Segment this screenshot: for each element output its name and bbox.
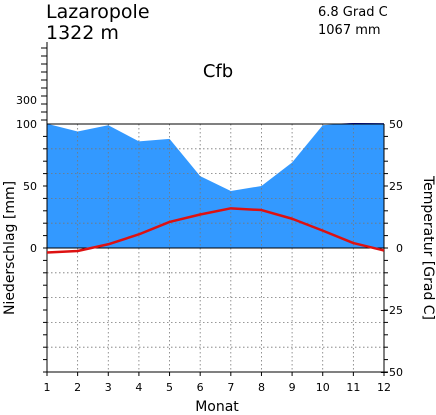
- right-axis-label: Temperatur [Grad C]: [420, 175, 436, 320]
- annual-precipitation: 1067 mm: [318, 23, 381, 38]
- left-tick-label: 100: [16, 118, 37, 131]
- left-tick-label: 50: [23, 180, 37, 193]
- station-name: Lazaropole: [46, 1, 150, 23]
- right-tick-label: 50: [389, 118, 403, 131]
- x-tick-label: 9: [289, 381, 296, 394]
- precipitation-area: [47, 123, 384, 248]
- right-tick-label: −50: [380, 366, 403, 379]
- x-tick-label: 5: [166, 381, 173, 394]
- x-axis-label: Monat: [195, 399, 239, 415]
- x-tick-label: 1: [44, 381, 51, 394]
- left-tick-label: 0: [30, 242, 37, 255]
- x-tick-label: 10: [316, 381, 330, 394]
- x-tick-label: 8: [258, 381, 265, 394]
- left-axis-label: Niederschlag [mm]: [2, 181, 18, 315]
- station-elevation: 1322 m: [46, 22, 119, 44]
- x-tick-label: 7: [227, 381, 234, 394]
- right-tick-label: 25: [389, 180, 403, 193]
- right-tick-label: 0: [396, 242, 403, 255]
- x-tick-label: 4: [135, 381, 142, 394]
- right-tick-label: −25: [380, 304, 403, 317]
- x-tick-label: 11: [346, 381, 360, 394]
- x-tick-label: 6: [197, 381, 204, 394]
- mean-temperature: 6.8 Grad C: [318, 5, 388, 20]
- x-tick-label: 3: [105, 381, 112, 394]
- x-tick-label: 2: [74, 381, 81, 394]
- climate-class: Cfb: [203, 61, 233, 82]
- left-tick-label: 300: [16, 94, 37, 107]
- x-tick-label: 12: [377, 381, 391, 394]
- temperature-line: [46, 207, 385, 254]
